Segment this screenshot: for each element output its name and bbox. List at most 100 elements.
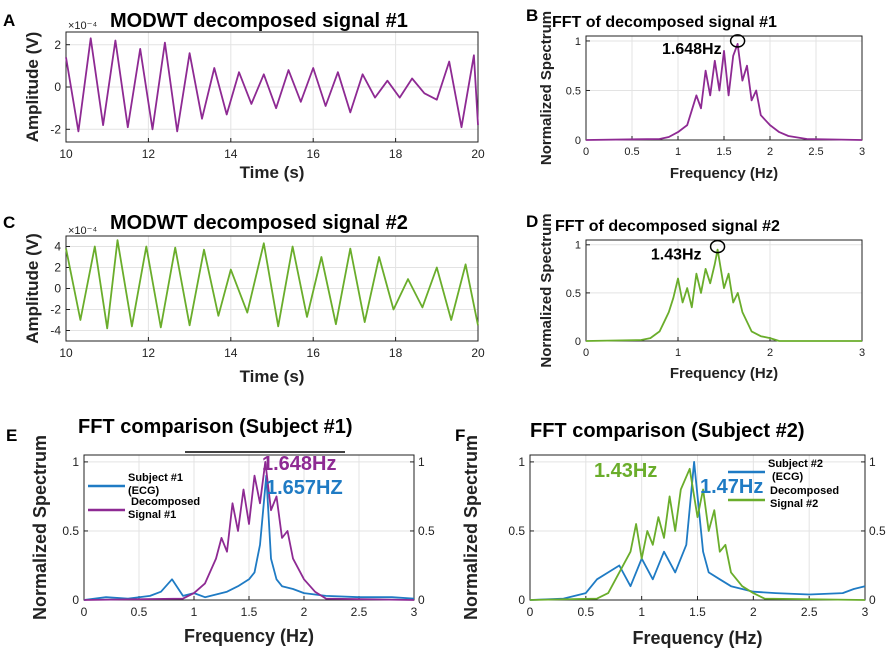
peak-label: 1.47Hz — [700, 476, 763, 498]
x-tick-label: 2.5 — [351, 605, 368, 619]
x-tick-label: 2.5 — [801, 605, 818, 619]
x-tick-label: 2.5 — [808, 146, 823, 158]
y-tick-label: 0.5 — [62, 524, 79, 538]
x-tick-label: 1.5 — [241, 605, 258, 619]
chart-title: FFT of decomposed signal #2 — [555, 218, 780, 235]
peak-annotation: 1.648Hz — [662, 41, 722, 58]
x-tick-label: 0.5 — [577, 605, 594, 619]
legend-label: (ECG) — [772, 471, 804, 483]
x-tick-label: 0 — [583, 347, 589, 359]
y-tick-label: 1 — [575, 240, 581, 252]
legend-label: Decomposed — [131, 496, 200, 508]
x-tick-label: 1.5 — [689, 605, 706, 619]
x-axis-label: Frequency (Hz) — [632, 628, 762, 648]
right-y-tick-label: 0 — [418, 593, 425, 607]
right-y-tick-label: 1 — [869, 455, 876, 469]
panel-d: 0 1 2 3 0 0.5 1 FFT of decomposed signal #2 D Fre… — [526, 212, 865, 382]
x-tick-label: 10 — [59, 346, 73, 360]
y-tick-label: 4 — [54, 240, 61, 254]
x-tick-label: 2 — [301, 605, 308, 619]
x-tick-label: 1 — [675, 146, 681, 158]
series-line-1 — [585, 43, 863, 141]
right-y-tick-label: 0.5 — [869, 524, 886, 538]
panel-a: 10 12 14 16 18 20 -2 0 2 MODWT decomposed signal … — [3, 10, 485, 182]
x-tick-label: 20 — [471, 346, 485, 360]
y-tick-label: -2 — [50, 303, 61, 317]
x-tick-label: 16 — [307, 346, 321, 360]
y-tick-label: 0 — [518, 593, 525, 607]
panel-letter: E — [6, 426, 17, 445]
series-line-1 — [83, 474, 415, 601]
peak-label: 1.43Hz — [594, 460, 657, 482]
plot-frame — [585, 239, 863, 342]
x-tick-label: 0 — [583, 146, 589, 158]
peak-circle-marker — [729, 34, 746, 48]
x-tick-label: 10 — [59, 147, 73, 161]
x-tick-label: 2 — [767, 347, 773, 359]
x-tick-label: 1 — [638, 605, 645, 619]
series-line-1 — [65, 37, 479, 133]
right-y-tick-label: 1 — [418, 455, 425, 469]
y-tick-label: 1 — [575, 36, 581, 48]
right-y-tick-label: 0.5 — [418, 524, 435, 538]
legend-label: Signal #1 — [128, 509, 176, 521]
x-tick-label: 20 — [471, 147, 485, 161]
y-axis-label: Normalized Spectrum — [30, 435, 50, 620]
y-tick-label: 0.5 — [508, 524, 525, 538]
x-tick-label: 18 — [389, 346, 403, 360]
peak-annotation: 1.43Hz — [651, 247, 702, 264]
panel-letter: C — [3, 213, 15, 232]
x-axis-label: Frequency (Hz) — [670, 365, 778, 382]
y-exponent-label: ×10⁻⁴ — [68, 225, 97, 237]
panel-letter: F — [455, 426, 465, 445]
y-tick-label: 0.5 — [566, 288, 581, 300]
x-tick-label: 3 — [411, 605, 418, 619]
x-tick-label: 0.5 — [131, 605, 148, 619]
peak-circle-marker — [709, 239, 726, 254]
peak-label: 1.648Hz — [262, 453, 337, 475]
series-line-1 — [529, 460, 866, 601]
x-tick-label: 1.5 — [716, 146, 731, 158]
x-axis-label: Frequency (Hz) — [670, 165, 778, 182]
x-tick-label: 2 — [767, 146, 773, 158]
peak-label: 1.657HZ — [266, 477, 343, 499]
x-tick-label: 18 — [389, 147, 403, 161]
x-tick-label: 1 — [675, 347, 681, 359]
chart-title: FFT comparison (Subject #2) — [530, 420, 804, 442]
series-line-1 — [585, 248, 862, 342]
y-tick-label: 0.5 — [566, 85, 581, 97]
x-axis-label: Frequency (Hz) — [184, 626, 314, 646]
x-tick-label: 16 — [307, 147, 321, 161]
x-axis-label: Time (s) — [240, 163, 305, 182]
x-tick-label: 0 — [527, 605, 534, 619]
x-tick-label: 1 — [191, 605, 198, 619]
y-exponent-label: ×10⁻⁴ — [68, 20, 97, 32]
chart-title: FFT comparison (Subject #1) — [78, 416, 352, 438]
x-tick-label: 3 — [859, 146, 865, 158]
legend-label: (ECG) — [128, 485, 160, 497]
x-tick-label: 3 — [862, 605, 869, 619]
x-tick-label: 2 — [750, 605, 757, 619]
panel-letter: B — [526, 6, 538, 25]
y-tick-label: 1 — [518, 455, 525, 469]
y-axis-label: Amplitude (V) — [23, 233, 42, 344]
y-axis-label: Normalized Spectrum — [461, 435, 481, 620]
legend-label: Decomposed — [770, 485, 839, 497]
y-tick-label: -2 — [50, 123, 61, 137]
x-tick-label: 12 — [142, 147, 156, 161]
x-tick-label: 0.5 — [624, 146, 639, 158]
y-tick-label: 0 — [575, 336, 581, 348]
x-tick-label: 14 — [224, 147, 238, 161]
x-tick-label: 0 — [81, 605, 88, 619]
chart-title: MODWT decomposed signal #1 — [110, 10, 408, 32]
y-tick-label: 1 — [72, 455, 79, 469]
series-line-1 — [65, 239, 479, 330]
y-tick-label: 0 — [54, 80, 61, 94]
x-tick-label: 14 — [224, 346, 238, 360]
y-axis-label: Amplitude (V) — [23, 32, 42, 143]
right-y-tick-label: 0 — [869, 593, 876, 607]
y-tick-label: 0 — [575, 135, 581, 147]
